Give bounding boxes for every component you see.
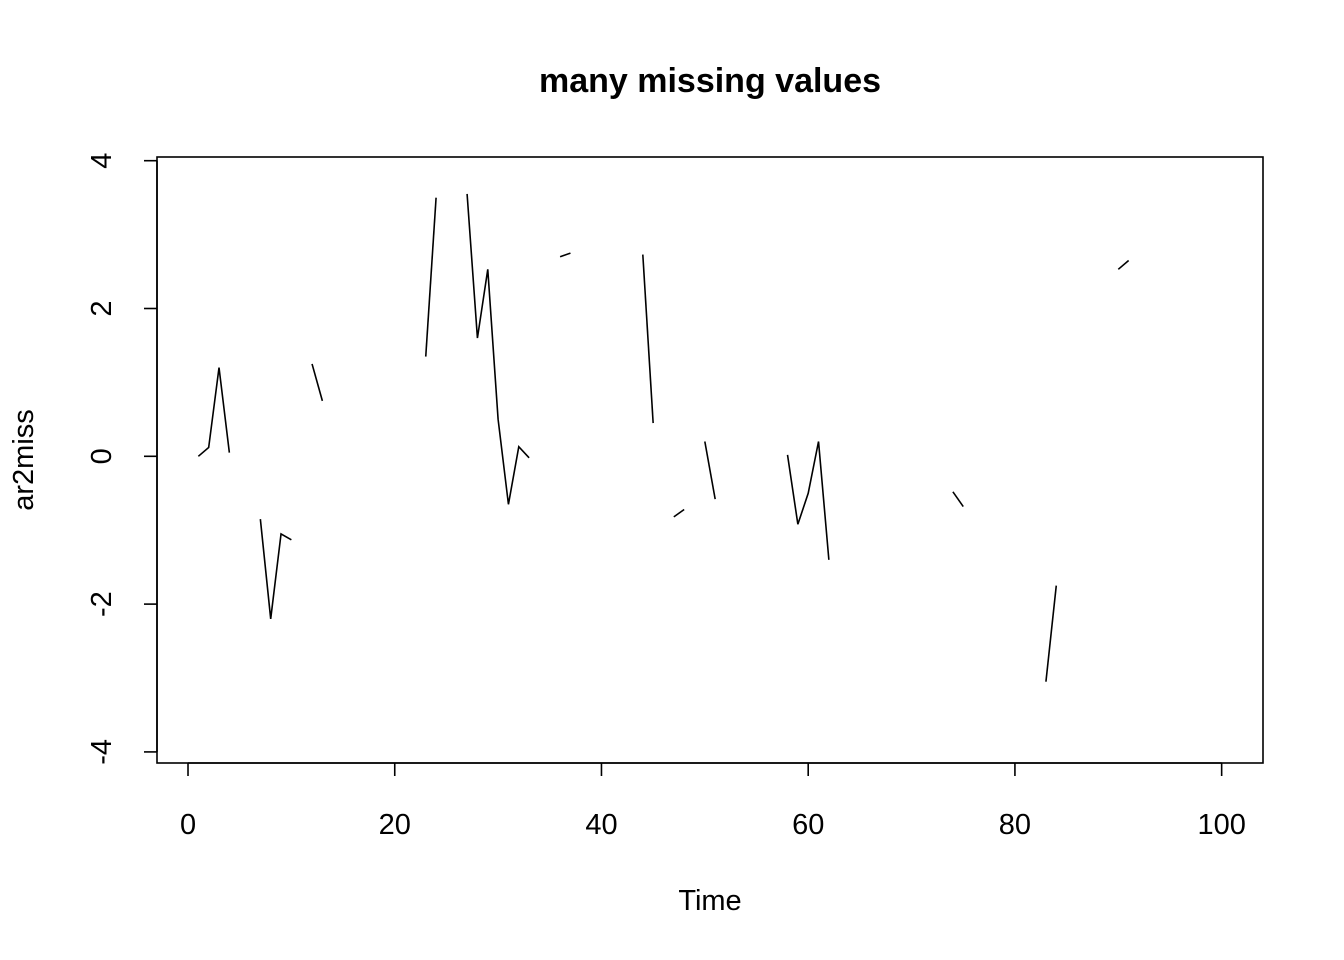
- y-tick-label: 0: [86, 448, 118, 464]
- series-line-segment: [259, 519, 292, 619]
- y-tick-label: 4: [86, 153, 118, 169]
- series-line-segment: [673, 508, 685, 518]
- chart-title: many missing values: [539, 62, 881, 100]
- y-axis-label: ar2miss: [8, 409, 40, 511]
- series-layer: [197, 193, 1130, 682]
- y-tick-label: -2: [86, 591, 118, 617]
- series-line-segment: [1117, 259, 1130, 270]
- y-tick-label: 2: [86, 300, 118, 316]
- series-line-segment: [1045, 585, 1058, 682]
- x-axis: 0 20 40 60 80 100: [180, 762, 1246, 841]
- series-line-segment: [466, 193, 530, 505]
- series-line-segment: [786, 441, 830, 560]
- y-axis: -4 -2 0 2 4: [86, 153, 158, 765]
- y-tick-label: -4: [86, 739, 118, 765]
- series-line-segment: [642, 254, 654, 424]
- series-line-segment: [704, 441, 716, 500]
- series-line-segment: [424, 197, 437, 357]
- series-line-segment: [197, 367, 231, 457]
- x-tick-label: 0: [180, 809, 196, 841]
- series-line-segment: [311, 363, 324, 402]
- x-tick-label: 20: [379, 809, 411, 841]
- x-tick-label: 100: [1197, 809, 1245, 841]
- x-tick-label: 40: [585, 809, 617, 841]
- x-tick-label: 60: [792, 809, 824, 841]
- series-line-segment: [952, 491, 964, 508]
- x-axis-label: Time: [678, 885, 741, 917]
- x-tick-label: 80: [999, 809, 1031, 841]
- plot-frame: [156, 156, 1264, 764]
- series-line-segment: [559, 252, 571, 258]
